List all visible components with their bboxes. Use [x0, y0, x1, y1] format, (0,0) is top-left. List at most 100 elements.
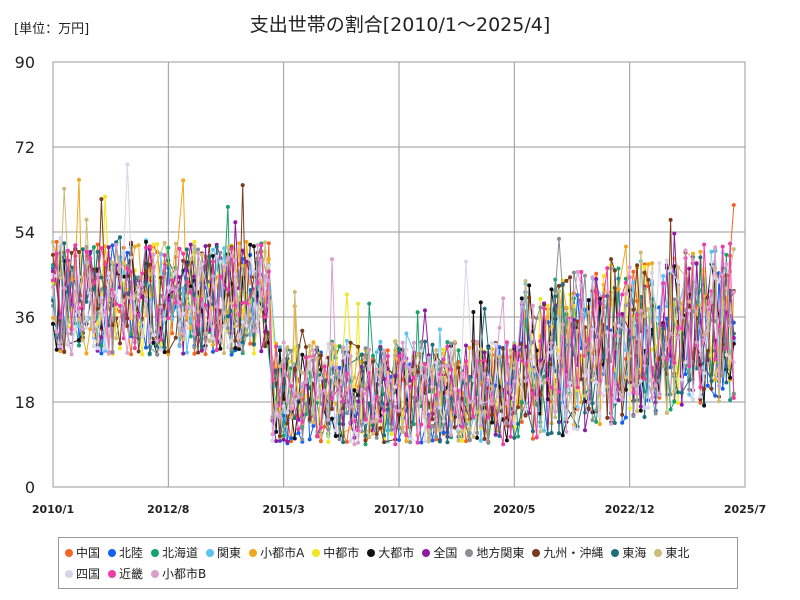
- data-point: [144, 239, 148, 244]
- data-point: [616, 398, 621, 402]
- data-point: [214, 254, 219, 259]
- data-point: [713, 377, 718, 382]
- data-point: [118, 235, 122, 240]
- data-point: [653, 411, 658, 416]
- data-point: [110, 260, 115, 265]
- data-point: [184, 305, 189, 310]
- data-point: [382, 440, 387, 445]
- data-point: [158, 347, 163, 352]
- data-point: [497, 417, 502, 422]
- data-point: [408, 440, 413, 445]
- data-point: [437, 375, 442, 380]
- data-point: [728, 323, 733, 328]
- data-point: [140, 295, 145, 300]
- data-point: [411, 340, 416, 345]
- data-point: [493, 432, 498, 437]
- data-point: [609, 421, 614, 426]
- data-point: [419, 422, 424, 427]
- data-point: [367, 401, 372, 406]
- data-point: [296, 395, 301, 400]
- data-point: [318, 389, 323, 394]
- data-point: [192, 297, 197, 302]
- data-point: [192, 292, 197, 297]
- data-point: [110, 287, 115, 292]
- data-point: [408, 378, 413, 383]
- data-point: [676, 279, 680, 284]
- legend-swatch: [312, 548, 321, 557]
- data-point: [557, 431, 561, 436]
- data-point: [363, 438, 368, 443]
- data-point: [344, 411, 349, 416]
- data-point: [594, 371, 599, 376]
- data-point: [333, 428, 338, 433]
- data-point: [709, 259, 714, 264]
- data-point: [389, 432, 394, 436]
- data-point: [378, 419, 383, 423]
- data-point: [583, 273, 587, 278]
- data-point: [99, 299, 104, 304]
- data-point: [188, 257, 193, 262]
- data-point: [240, 308, 245, 313]
- data-point: [173, 288, 178, 293]
- data-point: [244, 314, 249, 319]
- data-point: [408, 436, 413, 441]
- data-point: [650, 297, 654, 301]
- data-point: [601, 274, 606, 279]
- data-point: [147, 272, 152, 277]
- data-point: [512, 344, 517, 349]
- data-point: [698, 271, 703, 276]
- data-point: [69, 277, 74, 282]
- data-point: [363, 442, 368, 447]
- data-point: [642, 405, 647, 410]
- data-point: [315, 395, 320, 400]
- data-point: [54, 347, 59, 352]
- data-point: [77, 275, 81, 279]
- data-point: [620, 312, 625, 316]
- data-point: [542, 306, 547, 311]
- data-point: [620, 292, 625, 297]
- data-point: [605, 347, 610, 352]
- data-point: [501, 296, 506, 301]
- data-point: [114, 336, 119, 341]
- chart-legend: 中国 北陸 北海道 関東 小都市A 中都市 大都市 全国 地方関東 九州・沖縄 東海 東北 四国 近畿 小都…: [58, 537, 738, 589]
- data-point: [623, 276, 628, 281]
- data-point: [449, 348, 454, 352]
- data-point: [620, 412, 625, 417]
- data-point: [668, 407, 673, 412]
- data-point: [661, 355, 666, 360]
- legend-item: 中国: [65, 542, 100, 563]
- data-point: [545, 376, 550, 381]
- data-point: [650, 365, 654, 370]
- data-point: [527, 295, 532, 300]
- data-point: [482, 358, 487, 363]
- data-point: [132, 244, 137, 249]
- data-point: [385, 354, 390, 359]
- data-point: [400, 340, 405, 345]
- legend-swatch: [654, 548, 663, 557]
- data-point: [95, 321, 100, 326]
- data-point: [456, 348, 461, 353]
- data-point: [631, 382, 636, 387]
- data-point: [397, 346, 401, 351]
- data-point: [330, 416, 334, 421]
- data-point: [188, 319, 193, 324]
- data-point: [359, 364, 364, 369]
- data-point: [248, 242, 253, 247]
- data-point: [277, 364, 282, 369]
- data-point: [698, 249, 703, 254]
- data-point: [642, 314, 647, 319]
- data-point: [464, 343, 468, 348]
- data-point: [296, 365, 301, 370]
- data-point: [62, 241, 67, 246]
- data-point: [77, 343, 81, 348]
- y-tick-label: 90: [15, 53, 35, 72]
- data-point: [248, 316, 253, 321]
- legend-label: 東北: [665, 546, 690, 560]
- data-point: [73, 289, 78, 294]
- data-point: [333, 401, 338, 406]
- data-point: [58, 315, 63, 320]
- data-point: [330, 407, 334, 411]
- data-point: [627, 380, 632, 385]
- data-point: [519, 394, 524, 399]
- data-point: [140, 271, 145, 276]
